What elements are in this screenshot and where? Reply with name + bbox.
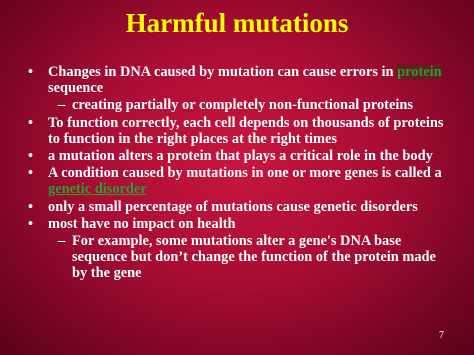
bullet-text: A condition caused by mutations in one o… bbox=[48, 165, 442, 182]
bullet-list: Changes in DNA caused by mutation can ca… bbox=[28, 64, 448, 283]
bullet: To function correctly, each cell depends… bbox=[28, 115, 448, 147]
slide-number: 7 bbox=[439, 330, 444, 341]
sub-bullet: For example, some mutations alter a gene… bbox=[28, 233, 448, 282]
bullet-text: sequence bbox=[48, 80, 104, 97]
bullet: Changes in DNA caused by mutation can ca… bbox=[28, 64, 448, 96]
bullet: only a small percentage of mutations cau… bbox=[28, 199, 448, 215]
bullet: a mutation alters a protein that plays a… bbox=[28, 148, 448, 164]
bullet-text: Changes in DNA caused by mutation can ca… bbox=[48, 64, 398, 80]
highlight: genetic disorder bbox=[48, 181, 147, 198]
slide-title: Harmful mutations bbox=[125, 8, 349, 38]
bullet: A condition caused by mutations in one o… bbox=[28, 165, 448, 197]
bullet: most have no impact on health bbox=[28, 216, 448, 232]
sub-bullet: creating partially or completely non-fun… bbox=[28, 97, 448, 113]
highlight: protein bbox=[397, 64, 442, 80]
